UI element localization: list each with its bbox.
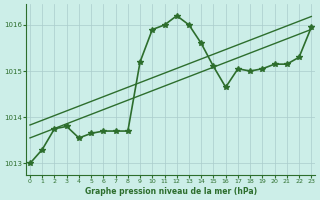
X-axis label: Graphe pression niveau de la mer (hPa): Graphe pression niveau de la mer (hPa) (84, 187, 257, 196)
